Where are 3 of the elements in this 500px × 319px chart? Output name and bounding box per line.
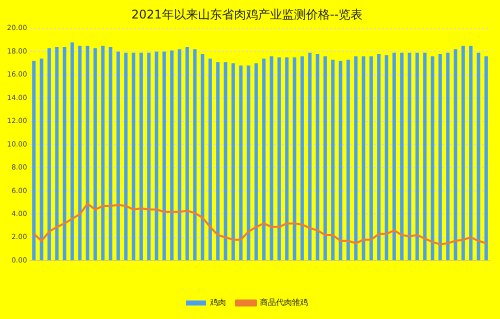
legend-label: 鸡肉 [209, 298, 226, 308]
legend-label: 商品代肉雏鸡 [260, 298, 308, 308]
chart-title: 2021年以来山东省肉鸡产业监测价格--览表 [131, 7, 363, 22]
